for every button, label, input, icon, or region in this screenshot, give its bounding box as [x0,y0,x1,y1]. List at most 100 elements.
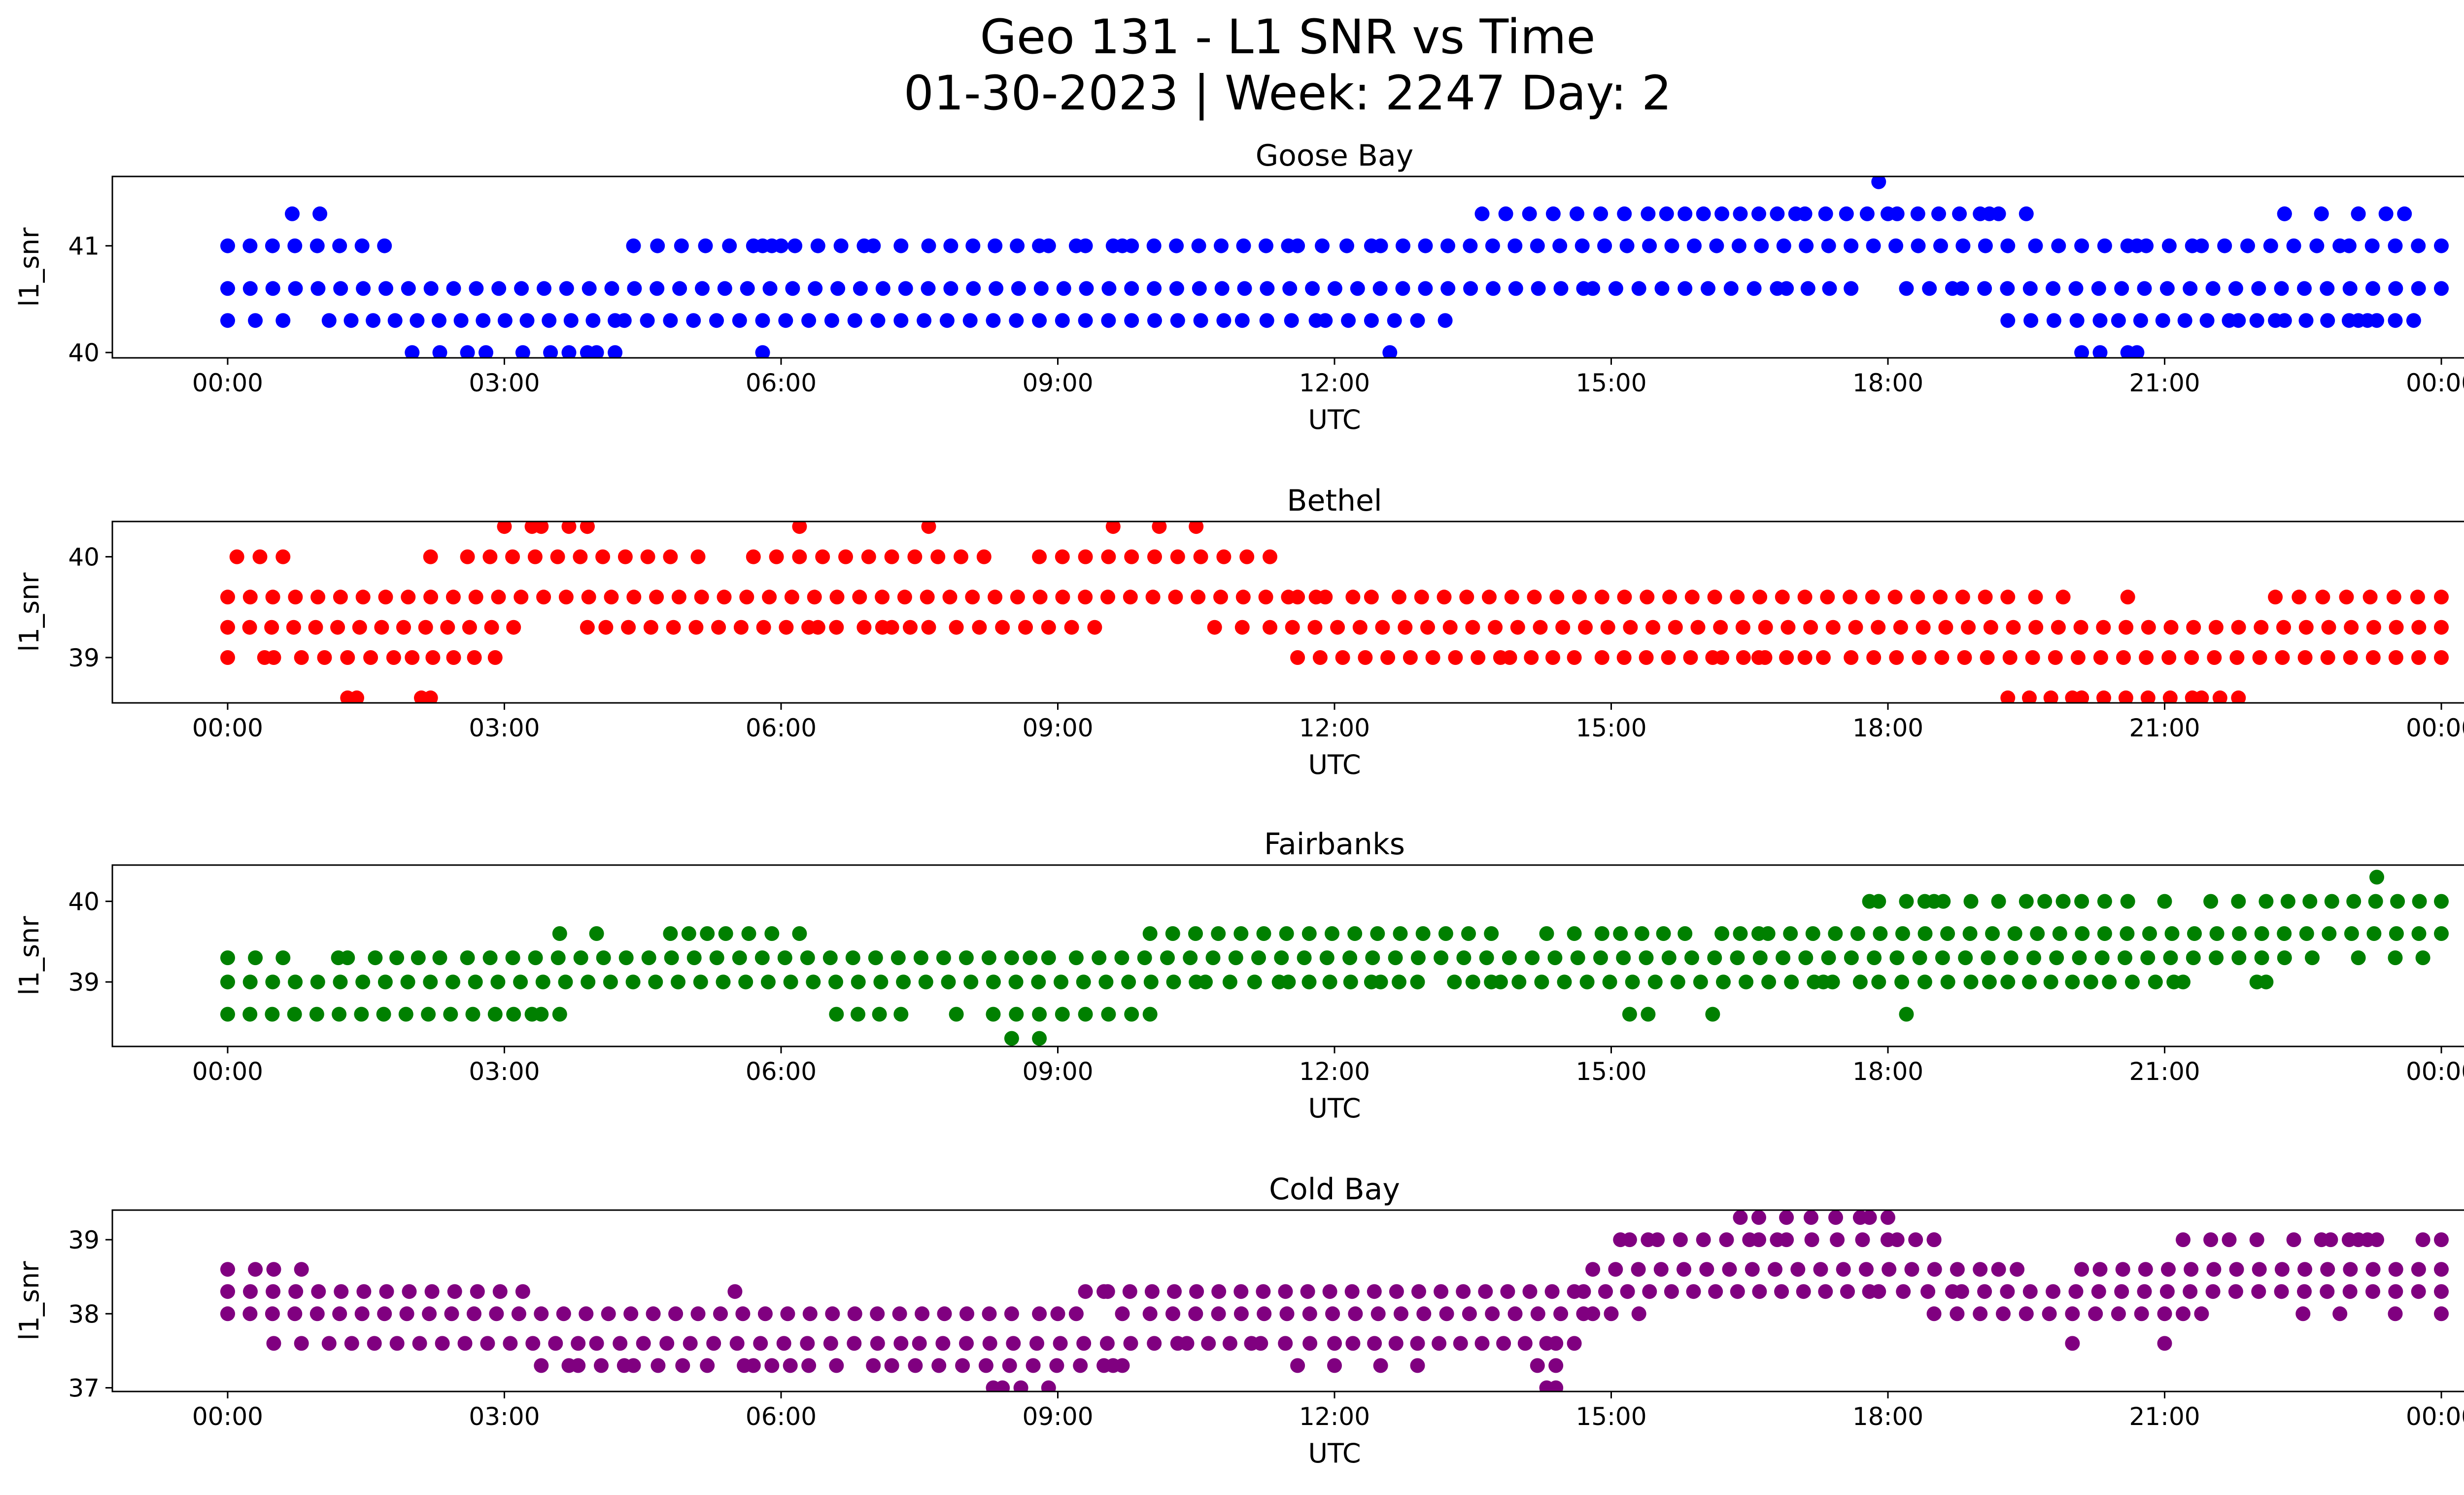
data-point [220,281,235,296]
data-point [264,620,279,635]
data-point [1844,238,1859,253]
data-point [1394,1306,1408,1321]
data-point [312,206,328,221]
data-point [248,313,263,328]
data-point [800,950,815,966]
data-point [1078,313,1093,328]
data-point [1372,281,1388,296]
y-tick-label: 40 [68,888,100,916]
data-point [1053,1336,1068,1351]
data-point [2205,1284,2221,1299]
data-point [988,238,1003,253]
data-point [873,974,889,990]
data-point [1465,620,1480,635]
data-point [242,1007,258,1022]
data-point [954,549,968,564]
data-point [377,1306,392,1321]
data-point [2074,238,2089,253]
data-point [1348,1306,1363,1321]
data-point [2302,894,2318,909]
data-point [1553,281,1569,296]
data-point [294,650,309,665]
data-point [1123,1336,1138,1351]
data-point [2115,1262,2130,1277]
plot-frame-bethel [111,521,2464,704]
data-point [822,950,838,966]
data-point [1319,950,1335,966]
data-point [1032,1007,1047,1022]
data-point [580,345,595,358]
data-point [1530,238,1545,253]
data-point [1032,549,1047,564]
data-point [755,238,770,253]
data-point [1056,281,1071,296]
data-point [265,238,280,253]
data-point [1844,650,1859,665]
data-point [310,590,326,605]
data-point [640,313,655,328]
data-point [1485,281,1501,296]
data-point [1855,1232,1870,1248]
data-point [1530,1358,1545,1373]
data-point [1696,206,1711,221]
data-point [1961,620,1976,635]
y-axis-label: l1_snr [14,572,45,652]
data-point [1064,620,1079,635]
data-point [1439,1306,1454,1321]
data-point [515,1284,530,1299]
data-point [505,549,520,564]
x-tick-label: 18:00 [1852,1402,1923,1431]
data-point [1502,650,1517,665]
data-point [1322,1284,1337,1299]
data-point [2415,1232,2430,1248]
data-point [573,549,588,564]
data-point [2133,313,2148,328]
data-point [613,1336,628,1351]
data-point [1962,926,1978,941]
data-point [2232,926,2247,941]
data-point [833,238,849,253]
data-point [1889,950,1905,966]
data-point [2157,1336,2172,1351]
data-point [287,1007,302,1022]
data-point [1585,281,1601,296]
data-point [1761,974,1777,990]
data-point [1613,926,1628,941]
data-point [1009,1007,1024,1022]
data-point [1121,974,1136,990]
x-tick-label: 06:00 [746,1057,817,1086]
data-point [792,549,807,564]
data-point [1256,926,1271,941]
data-point [2411,1284,2426,1299]
data-point [1403,650,1418,665]
data-point [1780,620,1796,635]
data-point [2274,281,2289,296]
data-point [2280,894,2295,909]
data-point [1585,1306,1601,1321]
data-point [294,1336,309,1351]
data-point [505,950,520,966]
data-point [1274,950,1289,966]
data-point [2295,1306,2311,1321]
data-point [668,1306,684,1321]
data-point [2161,238,2177,253]
data-point [776,1336,791,1351]
data-point [1367,1284,1382,1299]
data-point [1440,238,1455,253]
data-point [617,549,633,564]
data-point [1418,281,1433,296]
data-point [1664,1284,1679,1299]
data-point [1533,620,1548,635]
data-point [1547,950,1563,966]
data-point [1840,1284,1855,1299]
data-point [1647,974,1663,990]
data-point [2231,690,2246,703]
data-point [1183,950,1198,966]
data-point [2254,950,2269,966]
data-point [2388,238,2403,253]
data-point [2332,1306,2348,1321]
data-point [1768,1262,1782,1277]
data-point [1804,1210,1818,1225]
data-point [2406,313,2421,328]
data-point [754,950,770,966]
